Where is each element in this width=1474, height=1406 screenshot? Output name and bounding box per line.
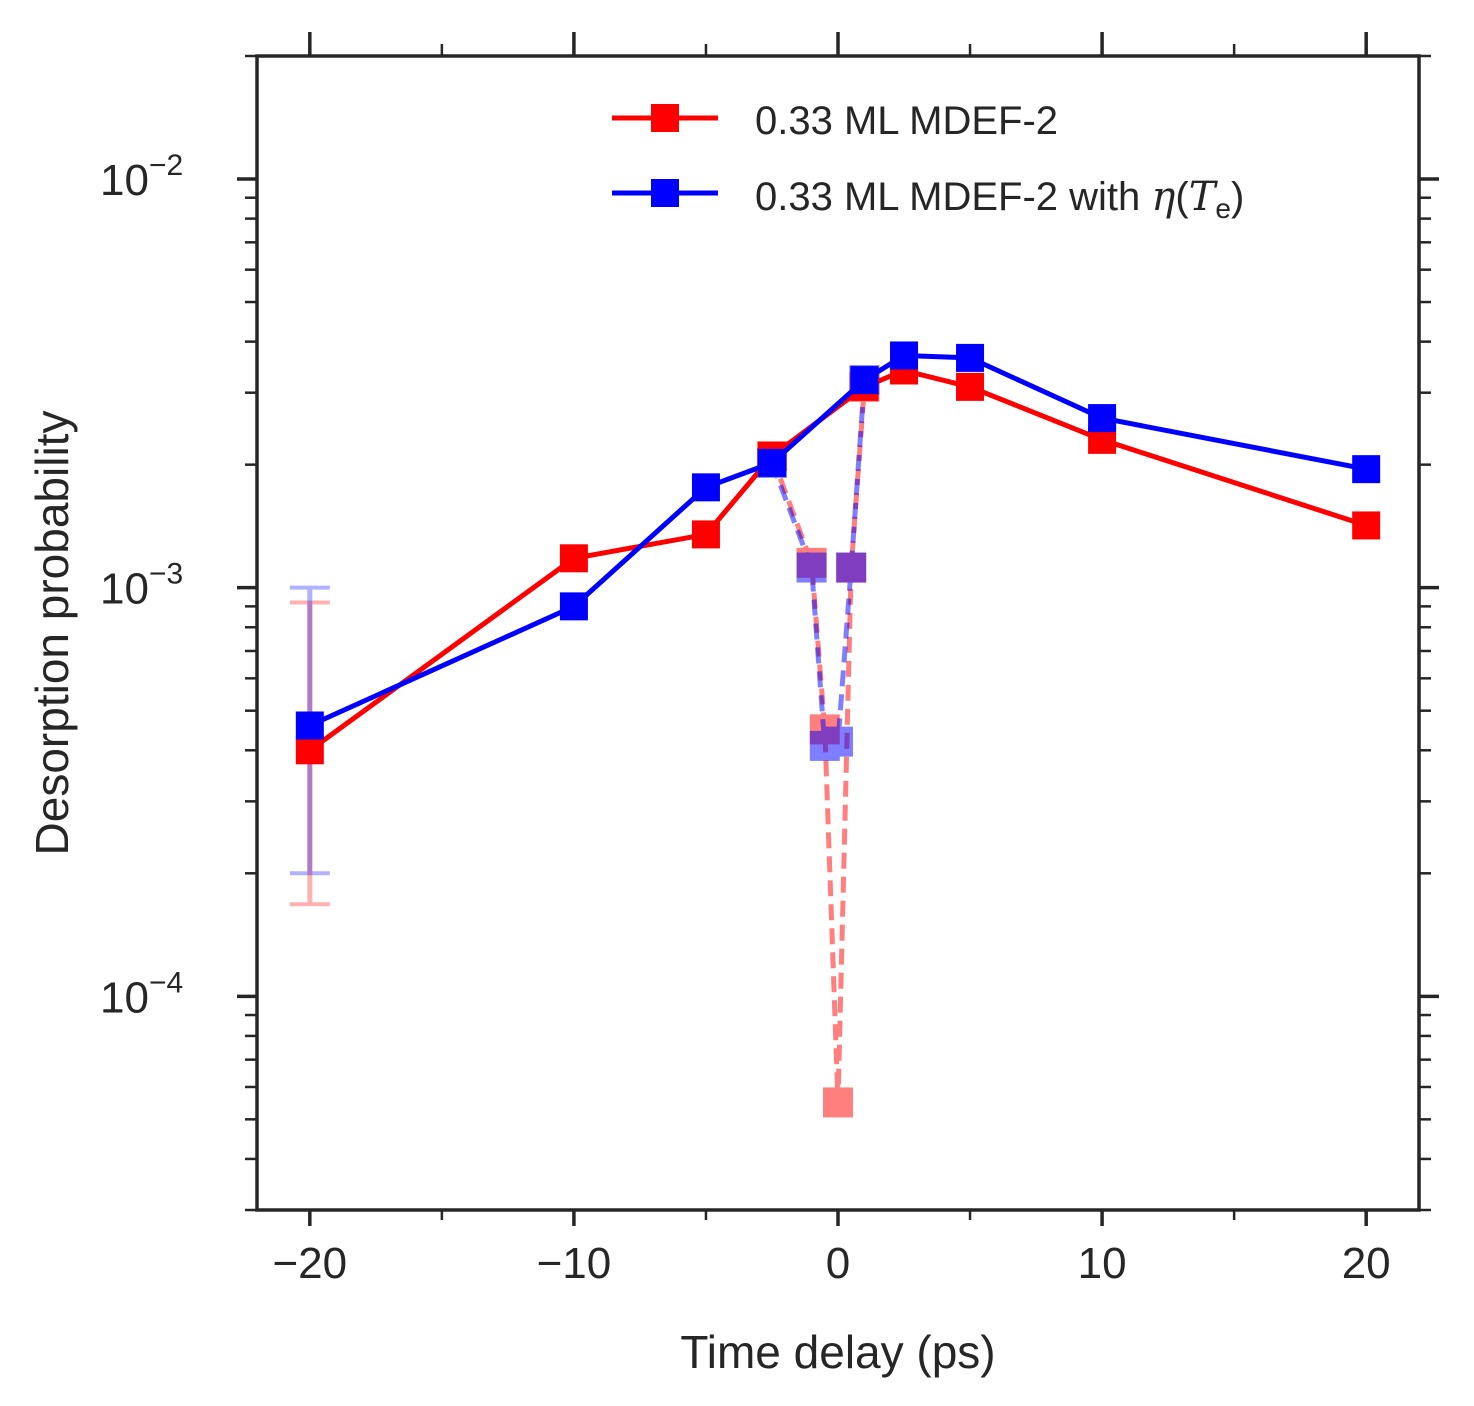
series-point — [1352, 455, 1381, 484]
series-point — [1352, 511, 1381, 540]
plot-frame — [255, 54, 1421, 1212]
series-point — [823, 1087, 853, 1118]
x-tick-label: 20 — [1342, 1239, 1391, 1288]
y-tick-label: 10−4 — [100, 966, 183, 1022]
x-axis-label: Time delay (ps) — [680, 1326, 995, 1378]
series-point — [956, 343, 985, 372]
x-tick-label: −10 — [537, 1239, 612, 1288]
series-layer — [289, 341, 1381, 1118]
series-point — [295, 736, 324, 765]
legend-label-blue-prefix: 0.33 ML MDEF-2 with — [755, 175, 1151, 219]
y-axis-label: Desorption probability — [26, 411, 78, 856]
legend-marker-blue — [651, 179, 679, 207]
series-point — [796, 552, 827, 583]
y-tick-label: 10−3 — [100, 558, 183, 614]
legend-label-blue-T: T — [1189, 174, 1219, 220]
x-tick-label: −20 — [272, 1239, 347, 1288]
series-point — [295, 711, 324, 740]
legend-label-blue: 0.33 ML MDEF-2 with η(Te) — [755, 174, 1244, 224]
legend: 0.33 ML MDEF-2 0.33 ML MDEF-2 with η(Te) — [612, 99, 1244, 224]
y-tick-label: 10−2 — [100, 149, 183, 205]
series-point — [559, 544, 588, 573]
series-point — [559, 592, 588, 621]
legend-entry-red: 0.33 ML MDEF-2 — [612, 99, 1058, 143]
series-point — [757, 448, 786, 477]
x-tick-label: 0 — [826, 1239, 850, 1288]
series-point — [850, 366, 879, 395]
x-tick-label: 10 — [1078, 1239, 1127, 1288]
series-point — [836, 552, 867, 583]
legend-label-blue-sub: e — [1215, 193, 1231, 224]
series-point — [1088, 404, 1117, 433]
series-point — [691, 520, 720, 549]
axis-ticks: −20 −10 0 10 20 10−4 10−3 10−2 — [100, 32, 1439, 1288]
legend-label-red: 0.33 ML MDEF-2 — [755, 99, 1058, 143]
series-point — [823, 726, 853, 757]
series-point — [890, 341, 919, 370]
series-line — [769, 386, 867, 1105]
legend-label-blue-eta: η — [1151, 174, 1175, 220]
series-solid — [295, 341, 1381, 740]
series-point — [691, 473, 720, 502]
legend-marker-red — [651, 104, 679, 132]
series-point — [956, 372, 985, 401]
legend-entry-blue: 0.33 ML MDEF-2 with η(Te) — [612, 174, 1244, 224]
